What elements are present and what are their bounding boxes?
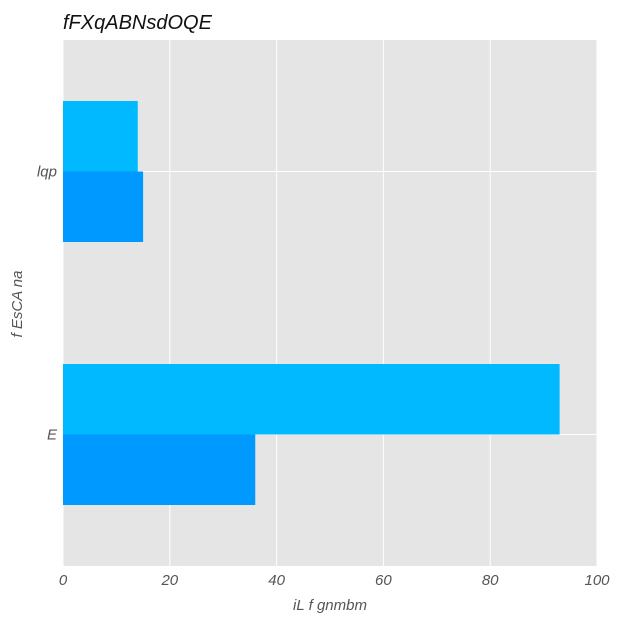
x-tick-label: 80	[482, 572, 499, 589]
x-axis-label: iL f gnmbm	[293, 597, 367, 614]
bar	[63, 101, 138, 172]
chart-title: fFXqABNsdOQE	[63, 12, 213, 34]
y-axis-label: f EsCA na	[9, 271, 26, 338]
x-tick-label: 100	[584, 572, 610, 589]
bars	[63, 101, 560, 505]
y-tick-label: E	[47, 427, 58, 444]
x-tick-label: 60	[375, 572, 392, 589]
y-tick-label: lqp	[37, 164, 57, 181]
x-tick-label: 20	[160, 572, 178, 589]
bar	[63, 364, 560, 435]
x-tick-labels: 0 20 40 60 80 100	[59, 572, 610, 589]
x-tick-label: 40	[268, 572, 285, 589]
bar	[63, 434, 256, 505]
x-tick-label: 0	[59, 572, 68, 589]
bar	[63, 171, 144, 242]
